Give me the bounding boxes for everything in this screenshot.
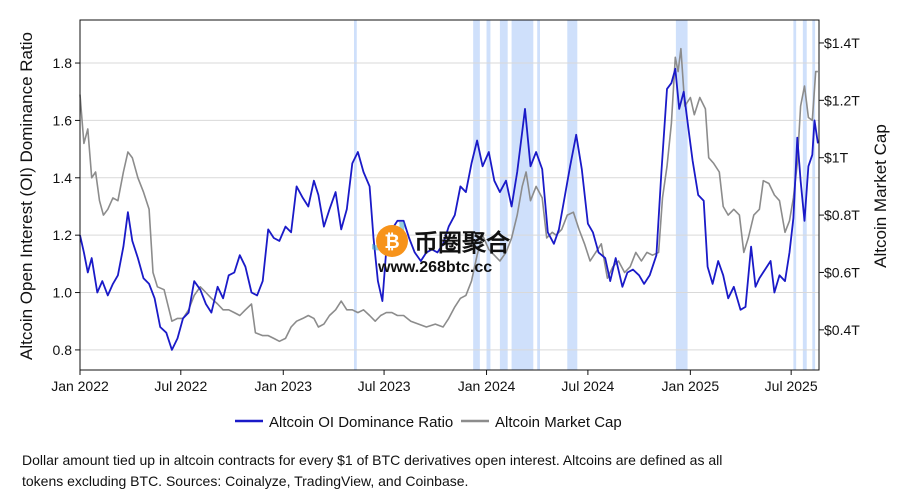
shaded-period-6 (567, 20, 578, 370)
y-left-tick-label-5: 1.8 (53, 55, 73, 71)
y-left-tick-label-4: 1.6 (53, 112, 73, 128)
series-line-oi-ratio (79, 67, 819, 351)
shaded-period-9 (802, 20, 807, 370)
y-left-tick-label-1: 1.0 (53, 285, 73, 301)
y-right-tick-label-5: $1.4T (824, 35, 860, 51)
y-left-ticks: 0.8 1.0 1.2 1.4 1.6 1.8 (53, 55, 80, 358)
watermark-brand: 币圈聚合 (414, 229, 511, 257)
y-right-ticks: $0.4T $0.6T $0.8T $1T $1.2T $1.4T (819, 35, 860, 338)
shaded-period-3 (499, 20, 508, 370)
y-right-tick-label-4: $1.2T (824, 92, 860, 108)
y-left-tick-label-3: 1.4 (53, 170, 73, 186)
series-lines (79, 47, 819, 351)
watermark-url: www.268btc.cc (377, 259, 492, 276)
y-left-tick-label-0: 0.8 (53, 342, 73, 358)
x-tick-label-5: Jul 2024 (561, 378, 614, 394)
plot-frame (79, 19, 820, 371)
shaded-period-4 (511, 20, 534, 370)
watermark-logo: ₿ 币圈聚合 www.268btc.cc (372, 222, 511, 276)
gridlines (80, 62, 819, 351)
shaded-period-5 (537, 20, 540, 370)
chart: Jan 2022 Jul 2022 Jan 2023 Jul 2023 Jan 2024… (17, 19, 890, 431)
x-tick-label-7: Jul 2025 (765, 378, 818, 394)
bitcoin-icon (376, 225, 408, 257)
y-right-tick-label-2: $0.8T (824, 207, 860, 223)
x-tick-label-2: Jan 2023 (254, 378, 312, 394)
shaded-period-1 (473, 20, 480, 370)
shaded-period-7 (675, 20, 688, 370)
legend-label-market-cap: Altcoin Market Cap (495, 414, 622, 431)
y-right-axis-title: Altcoin Market Cap (871, 124, 890, 268)
x-axis-ticks: Jan 2022 Jul 2022 Jan 2023 Jul 2023 Jan 2024… (51, 370, 818, 394)
series-line-market-cap (79, 47, 818, 343)
legend-label-oi-ratio: Altcoin OI Dominance Ratio (269, 414, 453, 431)
y-left-axis-title: Altcoin Open Interest (OI) Dominance Rat… (17, 32, 36, 360)
plot-border (79, 19, 820, 371)
y-left-tick-label-2: 1.2 (53, 227, 73, 243)
figure-caption: Dollar amount tied up in altcoin contrac… (22, 452, 723, 489)
legend: Altcoin OI Dominance Ratio Altcoin Marke… (235, 414, 622, 431)
shaded-period-10 (812, 20, 816, 370)
x-tick-label-1: Jul 2022 (154, 378, 207, 394)
x-tick-label-3: Jul 2023 (358, 378, 411, 394)
y-right-tick-label-3: $1T (824, 150, 849, 166)
shaded-period-2 (486, 20, 491, 370)
x-tick-label-0: Jan 2022 (51, 378, 109, 394)
shaded-period-0 (353, 20, 357, 370)
x-tick-label-4: Jan 2024 (458, 378, 516, 394)
y-right-tick-label-0: $0.4T (824, 322, 860, 338)
svg-text:₿: ₿ (384, 231, 399, 253)
y-right-tick-label-1: $0.6T (824, 264, 860, 280)
shaded-periods (353, 20, 816, 370)
x-tick-label-6: Jan 2025 (662, 378, 720, 394)
